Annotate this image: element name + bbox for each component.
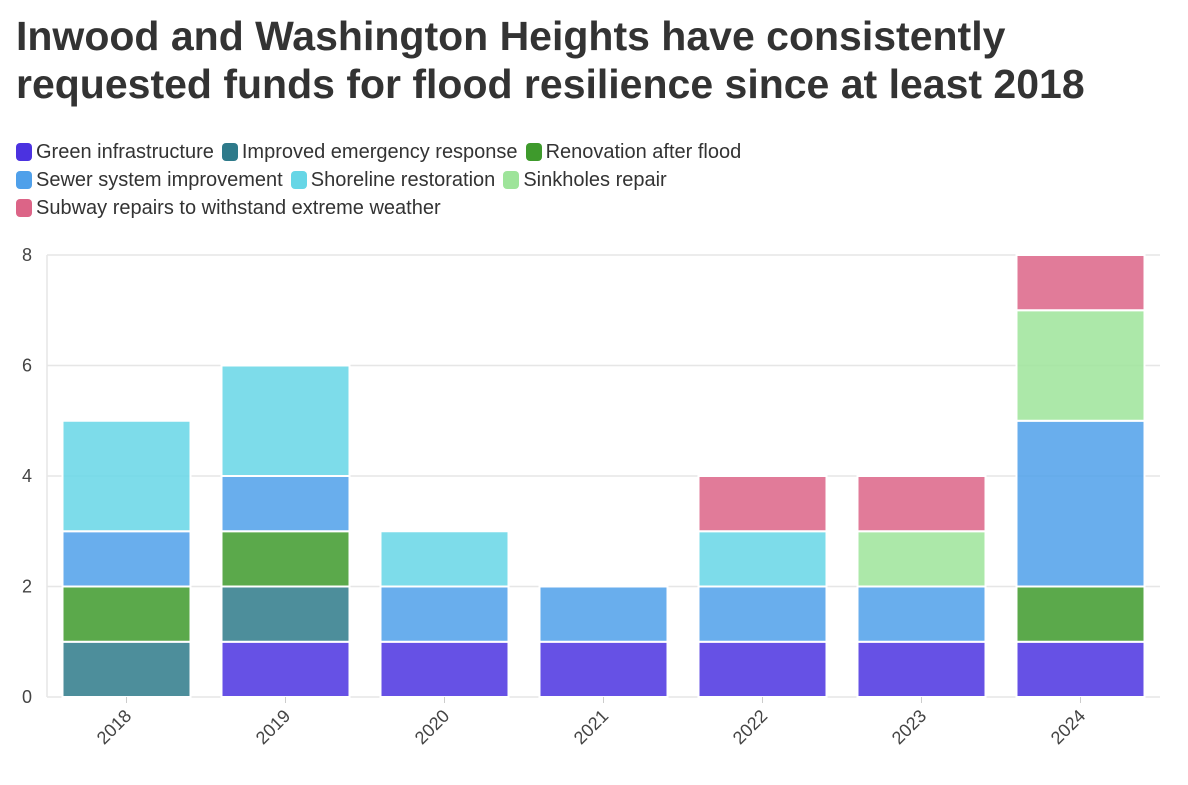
bar-segment[interactable] bbox=[856, 585, 987, 643]
y-tick-label: 6 bbox=[22, 356, 32, 376]
bar-segment[interactable] bbox=[379, 640, 510, 698]
bar-segment[interactable] bbox=[697, 585, 828, 643]
bar-segment[interactable] bbox=[61, 640, 192, 698]
legend-label: Renovation after flood bbox=[545, 141, 742, 163]
bar-segment[interactable] bbox=[697, 530, 828, 588]
legend-swatch bbox=[16, 171, 32, 189]
bar-segment[interactable] bbox=[856, 530, 987, 588]
bar-segment[interactable] bbox=[379, 530, 510, 588]
legend-swatch bbox=[290, 171, 307, 189]
y-tick-label: 0 bbox=[22, 687, 32, 707]
bar-segment[interactable] bbox=[220, 475, 351, 533]
y-tick-label: 4 bbox=[22, 466, 32, 486]
legend-item-improved-emergency-response[interactable]: Improved emergency response bbox=[221, 138, 518, 166]
bar-segment[interactable] bbox=[1015, 419, 1146, 588]
legend-label: Shoreline restoration bbox=[310, 169, 496, 191]
legend-swatch bbox=[503, 171, 520, 189]
bar-segment[interactable] bbox=[856, 640, 987, 698]
legend-row: Subway repairs to withstand extreme weat… bbox=[16, 194, 1016, 222]
bar-segment[interactable] bbox=[220, 364, 351, 477]
legend-row: Green infrastructure Improved emergency … bbox=[16, 138, 1016, 166]
x-tick-label: 2019 bbox=[252, 706, 294, 748]
legend-item-green-infrastructure[interactable]: Green infrastructure bbox=[16, 138, 214, 166]
bar-segment[interactable] bbox=[61, 419, 192, 533]
legend-label: Subway repairs to withstand extreme weat… bbox=[36, 197, 441, 219]
bar-segment[interactable] bbox=[856, 475, 987, 533]
legend-item-sinkholes-repair[interactable]: Sinkholes repair bbox=[503, 166, 667, 194]
legend-swatch bbox=[16, 143, 32, 161]
bar-segment[interactable] bbox=[1015, 254, 1146, 312]
x-tick-label: 2021 bbox=[570, 706, 612, 748]
x-tick-label: 2022 bbox=[729, 706, 771, 748]
y-tick-label: 2 bbox=[22, 577, 32, 597]
legend-item-sewer-system-improvement[interactable]: Sewer system improvement bbox=[16, 166, 283, 194]
bar-segment[interactable] bbox=[220, 640, 351, 698]
x-tick-label: 2018 bbox=[93, 706, 135, 748]
bar-segment[interactable] bbox=[220, 585, 351, 643]
bar-segment[interactable] bbox=[538, 585, 669, 643]
x-tick-label: 2024 bbox=[1047, 706, 1089, 748]
bar-segment[interactable] bbox=[220, 530, 351, 588]
legend-row: Sewer system improvement Shoreline resto… bbox=[16, 166, 1016, 194]
legend-label: Green infrastructure bbox=[36, 141, 214, 163]
bar-segment[interactable] bbox=[61, 530, 192, 588]
bar-segment[interactable] bbox=[1015, 640, 1146, 698]
bar-segment[interactable] bbox=[61, 585, 192, 643]
legend-label: Sewer system improvement bbox=[36, 169, 283, 191]
legend-label: Improved emergency response bbox=[241, 141, 518, 163]
legend-swatch bbox=[221, 143, 238, 161]
bar-segment[interactable] bbox=[538, 640, 669, 698]
bar-segment[interactable] bbox=[697, 640, 828, 698]
legend-swatch bbox=[16, 199, 32, 217]
bar-segment[interactable] bbox=[1015, 585, 1146, 643]
x-tick-label: 2020 bbox=[411, 706, 453, 748]
chart-title: Inwood and Washington Heights have consi… bbox=[16, 13, 1085, 107]
legend-swatch bbox=[525, 143, 542, 161]
legend-item-shoreline-restoration[interactable]: Shoreline restoration bbox=[290, 166, 496, 194]
y-tick-label: 8 bbox=[22, 245, 32, 265]
legend-item-subway-repairs[interactable]: Subway repairs to withstand extreme weat… bbox=[16, 194, 441, 222]
x-tick-label: 2023 bbox=[888, 706, 930, 748]
bar-segment[interactable] bbox=[697, 475, 828, 533]
legend-item-renovation-after-flood[interactable]: Renovation after flood bbox=[525, 138, 742, 166]
bar-segment[interactable] bbox=[379, 585, 510, 643]
bar-segment[interactable] bbox=[1015, 309, 1146, 422]
legend: Green infrastructure Improved emergency … bbox=[16, 138, 1016, 222]
legend-label: Sinkholes repair bbox=[523, 169, 667, 191]
